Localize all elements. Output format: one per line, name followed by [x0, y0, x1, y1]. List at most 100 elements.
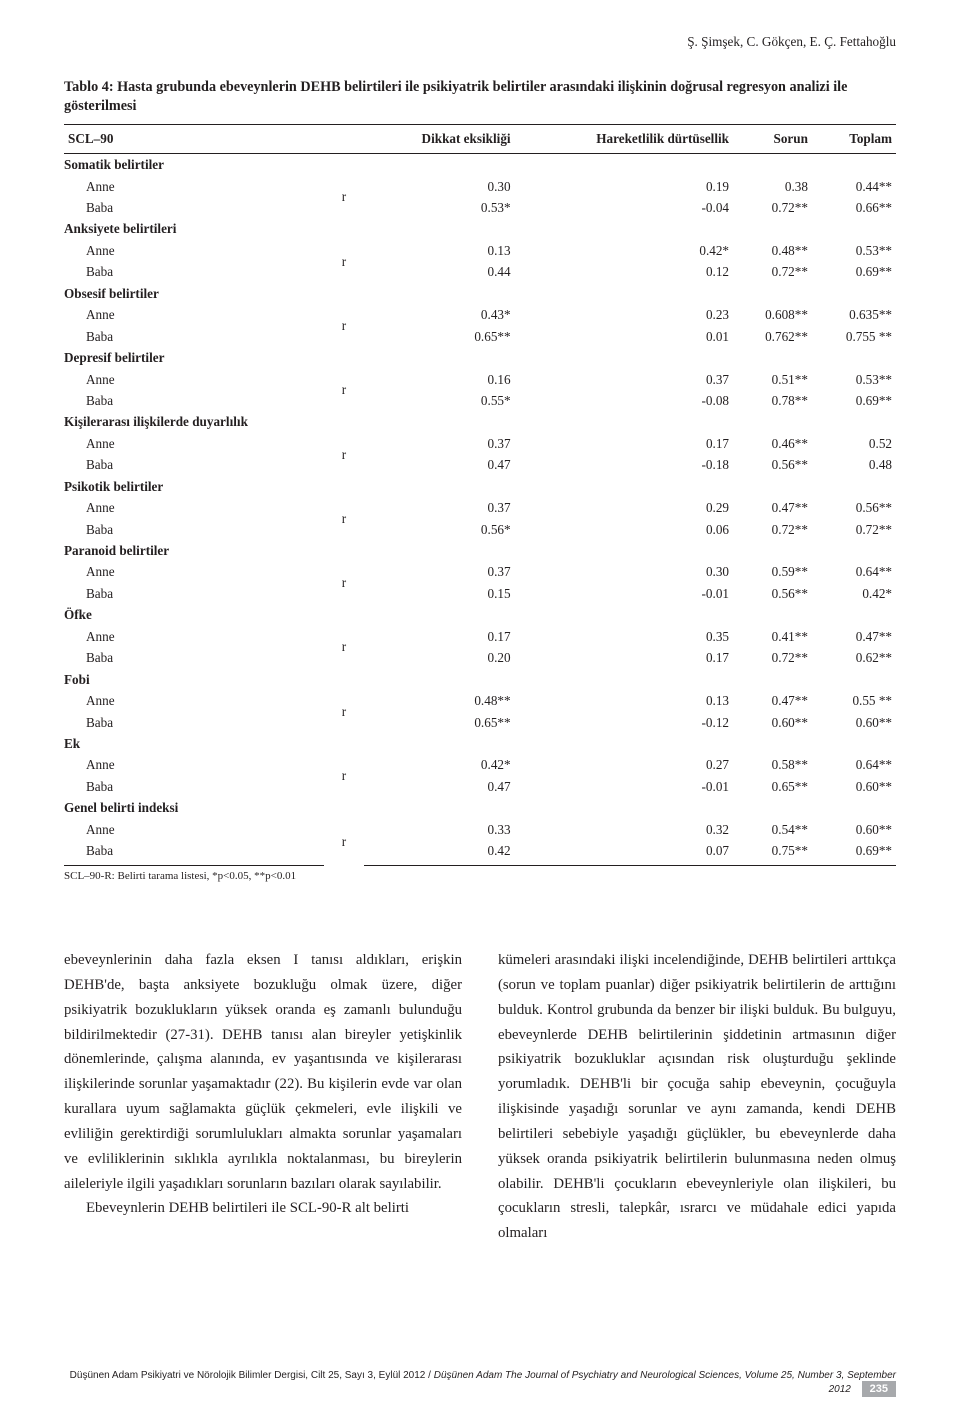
table-row: Anner0.170.350.41**0.47**: [64, 626, 896, 647]
table-row: Anner0.42*0.270.58**0.64**: [64, 755, 896, 776]
cell-value: 0.53**: [812, 240, 896, 261]
cell-value: 0.06: [515, 519, 733, 540]
table-row: Baba0.53*-0.040.72**0.66**: [64, 197, 896, 218]
row-label: Anne: [64, 369, 324, 390]
cell-value: 0.37: [364, 497, 515, 518]
table-row: Baba0.47-0.010.65**0.60**: [64, 776, 896, 797]
row-label: Anne: [64, 304, 324, 325]
cell-value: 0.42*: [812, 583, 896, 604]
cell-value: 0.32: [515, 819, 733, 840]
page: Ş. Şimşek, C. Gökçen, E. Ç. Fettahoğlu T…: [0, 0, 960, 1421]
row-label: Baba: [64, 326, 324, 347]
row-rsym: r: [324, 176, 364, 219]
cell-value: 0.60**: [812, 712, 896, 733]
group-name: Anksiyete belirtileri: [64, 219, 896, 240]
cell-value: 0.69**: [812, 840, 896, 865]
table-group-row: Somatik belirtiler: [64, 154, 896, 176]
cell-value: 0.64**: [812, 562, 896, 583]
cell-value: 0.29: [515, 497, 733, 518]
row-label: Anne: [64, 433, 324, 454]
col-hyper: Hareketlilik dürtüsellik: [515, 125, 733, 154]
col-scl90: SCL–90: [64, 125, 324, 154]
row-label: Anne: [64, 497, 324, 518]
row-label: Baba: [64, 583, 324, 604]
footer-journal-en: Düşünen Adam The Journal of Psychiatry a…: [434, 1370, 896, 1395]
cell-value: 0.65**: [733, 776, 812, 797]
row-label: Baba: [64, 390, 324, 411]
footer-journal-tr: Düşünen Adam Psikiyatri ve Nörolojik Bil…: [70, 1370, 434, 1381]
cell-value: 0.37: [364, 562, 515, 583]
cell-value: -0.18: [515, 454, 733, 475]
table-row: Anner0.330.320.54**0.60**: [64, 819, 896, 840]
table-group-row: Kişilerarası ilişkilerde duyarlılık: [64, 412, 896, 433]
cell-value: -0.01: [515, 583, 733, 604]
cell-value: 0.78**: [733, 390, 812, 411]
cell-value: 0.65**: [364, 712, 515, 733]
cell-value: 0.01: [515, 326, 733, 347]
row-rsym: r: [324, 433, 364, 476]
cell-value: 0.55 **: [812, 690, 896, 711]
cell-value: 0.37: [364, 433, 515, 454]
cell-value: 0.33: [364, 819, 515, 840]
group-name: Somatik belirtiler: [64, 154, 896, 176]
row-rsym: r: [324, 304, 364, 347]
cell-value: 0.47**: [733, 690, 812, 711]
row-label: Anne: [64, 690, 324, 711]
cell-value: 0.47: [364, 454, 515, 475]
row-label: Anne: [64, 819, 324, 840]
cell-value: 0.19: [515, 176, 733, 197]
row-label: Baba: [64, 647, 324, 668]
cell-value: 0.635**: [812, 304, 896, 325]
table-group-row: Ek: [64, 733, 896, 754]
cell-value: 0.72**: [733, 647, 812, 668]
row-label: Baba: [64, 262, 324, 283]
cell-value: 0.07: [515, 840, 733, 865]
group-name: Fobi: [64, 669, 896, 690]
row-label: Baba: [64, 776, 324, 797]
table-row: Baba0.200.170.72**0.62**: [64, 647, 896, 668]
row-label: Baba: [64, 712, 324, 733]
cell-value: 0.72**: [733, 262, 812, 283]
cell-value: 0.75**: [733, 840, 812, 865]
table-group-row: Paranoid belirtiler: [64, 540, 896, 561]
body-col-right: kümeleri arasındaki ilişki incelendiğind…: [498, 948, 896, 1330]
cell-value: 0.53**: [812, 369, 896, 390]
cell-value: 0.20: [364, 647, 515, 668]
group-name: Paranoid belirtiler: [64, 540, 896, 561]
cell-value: 0.60**: [812, 776, 896, 797]
body-para-left-1: ebeveynlerinin daha fazla eksen I tanısı…: [64, 948, 462, 1196]
table-row: Anner0.48**0.130.47**0.55 **: [64, 690, 896, 711]
cell-value: -0.04: [515, 197, 733, 218]
cell-value: 0.42: [364, 840, 515, 865]
cell-value: 0.66**: [812, 197, 896, 218]
cell-value: 0.72**: [812, 519, 896, 540]
table-header-row: SCL–90 Dikkat eksikliği Hareketlilik dür…: [64, 125, 896, 154]
row-rsym: r: [324, 240, 364, 283]
table-footnote: SCL–90-R: Belirti tarama listesi, *p<0.0…: [64, 870, 896, 882]
table-group-row: Genel belirti indeksi: [64, 797, 896, 818]
cell-value: 0.13: [364, 240, 515, 261]
cell-value: 0.46**: [733, 433, 812, 454]
cell-value: 0.38: [733, 176, 812, 197]
cell-value: 0.23: [515, 304, 733, 325]
group-name: Öfke: [64, 605, 896, 626]
group-name: Depresif belirtiler: [64, 347, 896, 368]
regression-table: SCL–90 Dikkat eksikliği Hareketlilik dür…: [64, 124, 896, 866]
col-total: Toplam: [812, 125, 896, 154]
cell-value: 0.58**: [733, 755, 812, 776]
cell-value: 0.42*: [515, 240, 733, 261]
cell-value: 0.17: [364, 626, 515, 647]
cell-value: 0.48**: [733, 240, 812, 261]
col-rsym: [324, 125, 364, 154]
row-label: Baba: [64, 454, 324, 475]
cell-value: 0.56**: [812, 497, 896, 518]
cell-value: 0.54**: [733, 819, 812, 840]
cell-value: 0.17: [515, 433, 733, 454]
row-label: Anne: [64, 240, 324, 261]
cell-value: 0.755 **: [812, 326, 896, 347]
row-label: Baba: [64, 197, 324, 218]
table-row: Anner0.130.42*0.48**0.53**: [64, 240, 896, 261]
col-problem: Sorun: [733, 125, 812, 154]
body-col-left: ebeveynlerinin daha fazla eksen I tanısı…: [64, 948, 462, 1330]
cell-value: 0.37: [515, 369, 733, 390]
